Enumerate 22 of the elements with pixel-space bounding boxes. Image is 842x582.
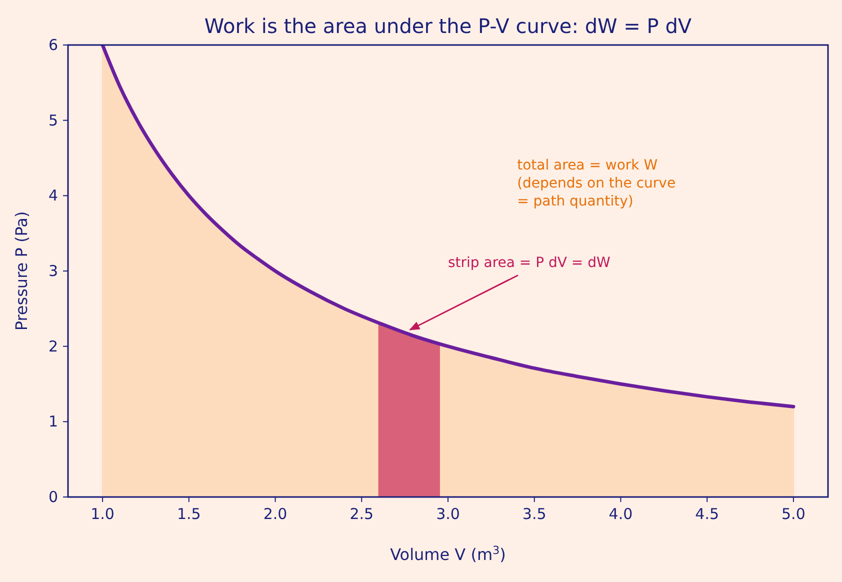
x-tick-label: 1.0 bbox=[90, 505, 114, 523]
x-tick-label: 2.5 bbox=[350, 505, 374, 523]
x-tick-label: 3.5 bbox=[522, 505, 546, 523]
y-tick-label: 5 bbox=[48, 111, 58, 130]
y-tick-label: 4 bbox=[48, 186, 58, 205]
x-tick-label: 3.0 bbox=[436, 505, 460, 523]
x-tick-label: 4.0 bbox=[608, 505, 633, 523]
y-tick-label: 6 bbox=[48, 36, 58, 54]
x-tick-label: 4.5 bbox=[695, 505, 720, 523]
y-axis-title: Pressure P (Pa) bbox=[12, 211, 31, 331]
annotation: total area = work W (depends on the curve = path quantity) bbox=[517, 157, 676, 210]
x-axis-title: Volume V (m$^{3}$) bbox=[390, 544, 506, 564]
y-tick-label: 2 bbox=[48, 337, 58, 356]
annotation: strip area = P dV = dW bbox=[448, 255, 610, 272]
y-tick-label: 3 bbox=[48, 262, 58, 280]
line-series bbox=[100, 45, 796, 408]
x-tick-label: 2.0 bbox=[263, 505, 288, 523]
y-tick-label: 1 bbox=[48, 412, 58, 431]
y-tick-label: 0 bbox=[48, 488, 58, 506]
x-tick-label: 5.0 bbox=[782, 505, 806, 523]
x-tick-label: 1.5 bbox=[176, 505, 201, 523]
chart-title: Work is the area under the P-V curve: dW = P dV bbox=[204, 14, 692, 38]
